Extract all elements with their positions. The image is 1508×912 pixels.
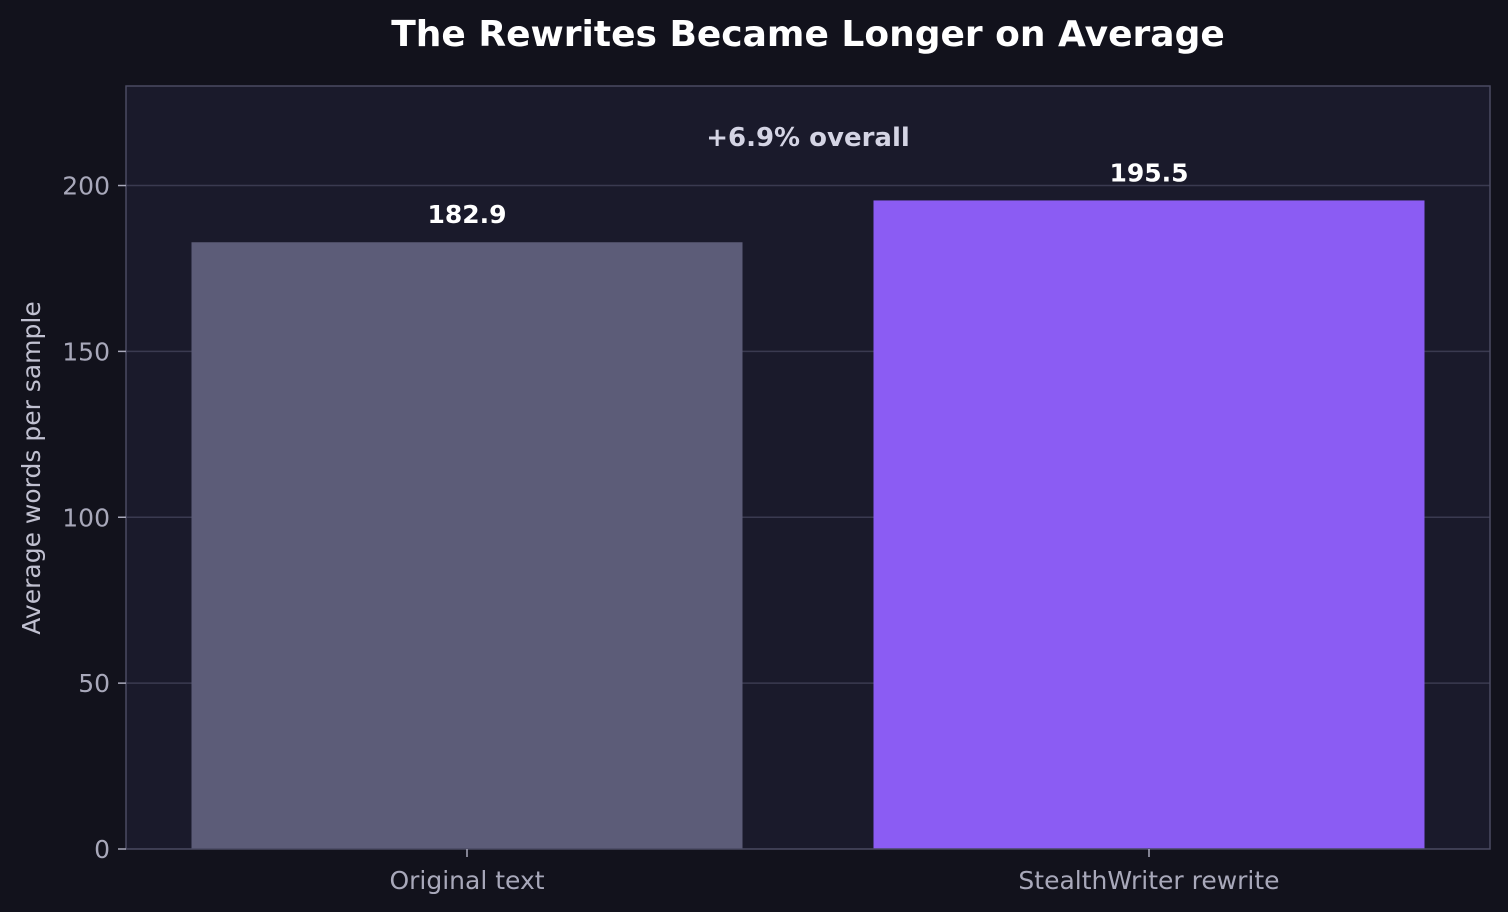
x-tick-label: StealthWriter rewrite	[1018, 866, 1279, 895]
bar	[873, 200, 1425, 849]
value-labels: 182.9 195.5	[427, 158, 1188, 229]
bar	[191, 242, 743, 849]
bar-value-label: 195.5	[1109, 158, 1188, 187]
change-annotation: +6.9% overall	[706, 123, 910, 153]
y-tick-label: 100	[62, 503, 110, 532]
y-tick-label: 150	[62, 337, 110, 366]
y-tick-label: 200	[62, 172, 110, 201]
y-tick-label: 50	[78, 669, 110, 698]
y-axis: 0 50 100 150 200	[62, 172, 126, 864]
plot-frame	[125, 85, 1491, 850]
x-tick-label: Original text	[389, 866, 544, 895]
bar-value-label: 182.9	[427, 200, 506, 229]
bars	[191, 200, 1425, 849]
y-tick-label: 0	[94, 835, 110, 864]
chart-title: The Rewrites Became Longer on Average	[391, 14, 1225, 55]
y-axis-label: Average words per sample	[17, 301, 46, 634]
x-axis: Original text StealthWriter rewrite	[389, 849, 1280, 895]
